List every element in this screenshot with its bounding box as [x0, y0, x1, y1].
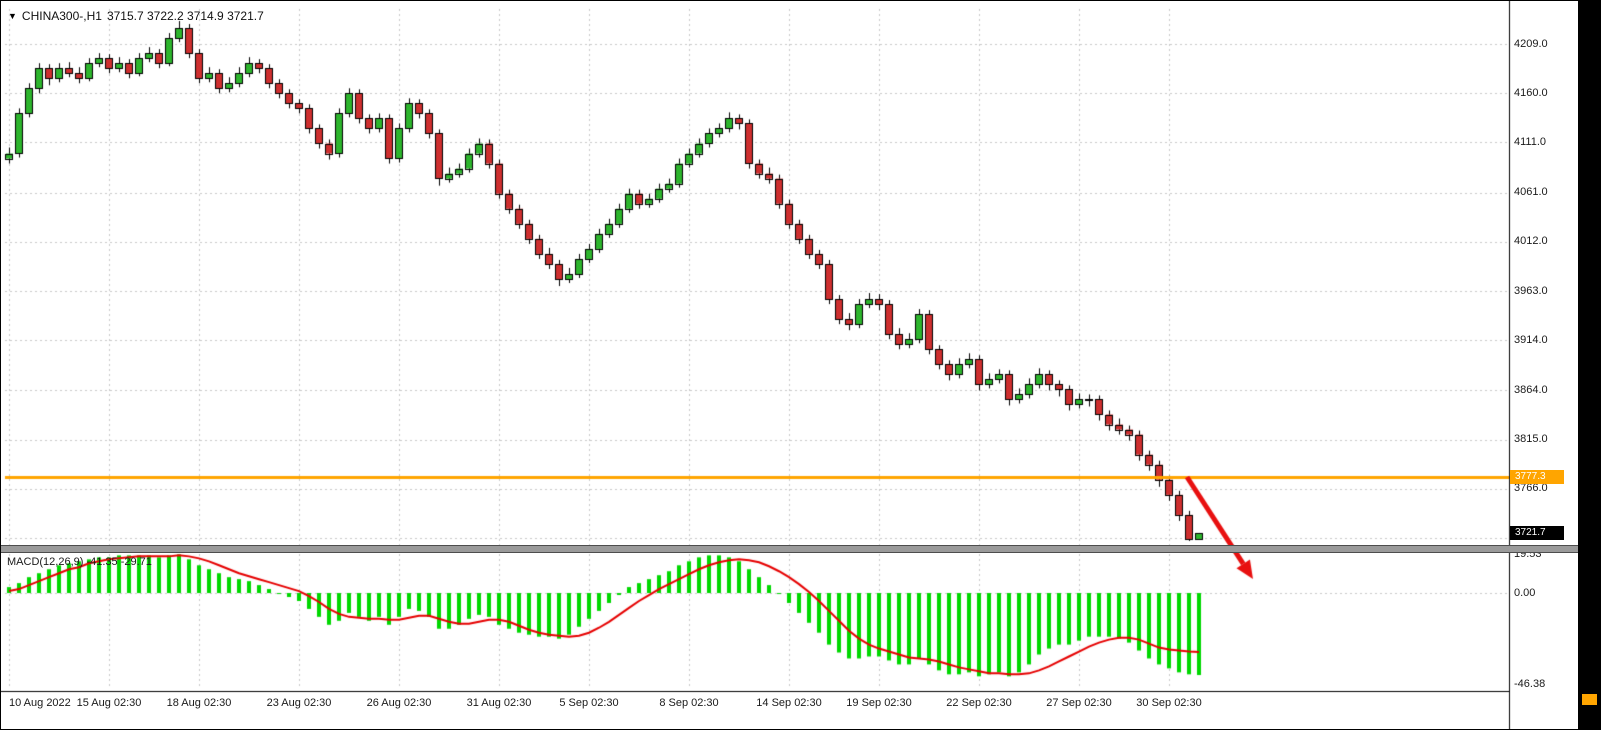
price-axis-label: 3864.0: [1514, 383, 1548, 396]
time-axis-label: 14 Sep 02:30: [756, 697, 822, 709]
time-axis-label: 18 Aug 02:30: [166, 697, 232, 709]
pane-splitter[interactable]: [1, 545, 1578, 553]
orange-line-price-tag: 3777.3: [1510, 470, 1564, 485]
price-axis-label: 4012.0: [1514, 235, 1548, 248]
price-axis-label: 4209.0: [1514, 37, 1548, 50]
symbol-bar: ▼ CHINA300-,H1 3715.7 3722.2 3714.9 3721…: [8, 9, 264, 23]
time-axis-label: 26 Aug 02:30: [366, 697, 432, 709]
price-axis-label: 4111.0: [1514, 135, 1547, 148]
symbol-dropdown-icon[interactable]: ▼: [8, 11, 17, 21]
time-axis-label: 27 Sep 02:30: [1046, 697, 1112, 709]
price-axis-label: 3963.0: [1514, 284, 1548, 297]
symbol-title: CHINA300-,H1: [21, 9, 102, 23]
macd-axis-label: -46.38: [1514, 678, 1546, 691]
macd-indicator-label: MACD(12,26,9) -41.35 -29.71: [7, 556, 152, 568]
price-axis-label: 3914.0: [1514, 333, 1548, 346]
corner-marker: [1582, 694, 1597, 705]
time-axis-label: 22 Sep 02:30: [946, 697, 1012, 709]
time-axis-label: 31 Aug 02:30: [466, 697, 532, 709]
time-axis-label: 15 Aug 02:30: [76, 697, 142, 709]
time-axis-label: 23 Aug 02:30: [266, 697, 332, 709]
time-axis-label: 8 Sep 02:30: [659, 697, 719, 709]
macd-axis-label: 0.00: [1514, 586, 1536, 599]
ohlc-values: 3715.7 3722.2 3714.9 3721.7: [106, 9, 264, 23]
last-price-tag: 3721.7: [1510, 526, 1564, 541]
right-edge-strip: [1578, 1, 1600, 729]
price-axis-label: 3815.0: [1514, 433, 1548, 446]
time-axis-label: 10 Aug 2022: [9, 697, 71, 709]
price-axis-label: 3766.0: [1514, 482, 1548, 495]
price-axis-label: 4160.0: [1514, 86, 1548, 99]
time-axis-label: 30 Sep 02:30: [1136, 697, 1202, 709]
time-axis-label: 19 Sep 02:30: [846, 697, 912, 709]
price-axis-label: 4061.0: [1514, 186, 1548, 199]
time-axis-label: 5 Sep 02:30: [559, 697, 619, 709]
